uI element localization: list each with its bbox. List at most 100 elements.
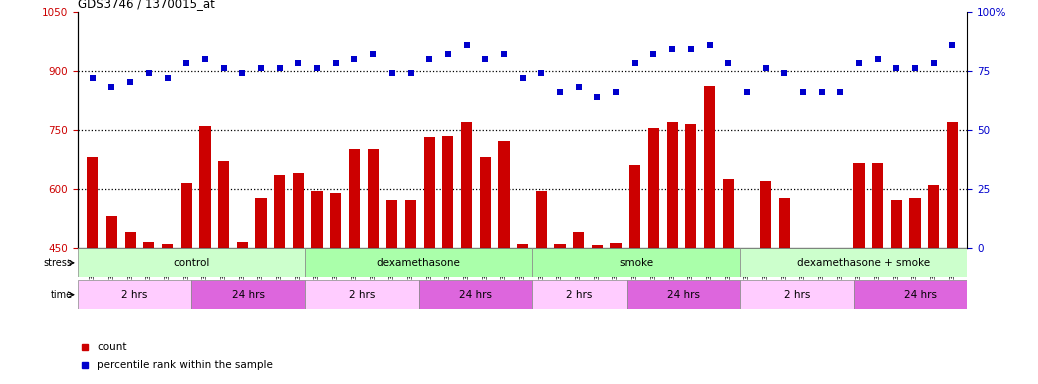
Bar — [816, 248, 827, 384]
Point — [402, 70, 418, 76]
Bar — [305, 280, 418, 309]
Point — [627, 60, 644, 66]
Point — [439, 51, 456, 57]
Text: dexamethasone: dexamethasone — [377, 258, 461, 268]
Bar — [191, 280, 305, 309]
Bar — [78, 248, 305, 277]
Point — [346, 56, 362, 62]
Bar — [928, 185, 939, 384]
Point — [476, 56, 493, 62]
Bar — [517, 244, 528, 384]
Point — [84, 74, 101, 81]
Point — [814, 89, 830, 95]
Bar — [349, 149, 360, 384]
Bar — [853, 163, 865, 384]
Point — [926, 60, 943, 66]
Bar — [891, 200, 902, 384]
Bar — [704, 86, 715, 384]
Bar — [442, 136, 454, 384]
Bar — [78, 280, 191, 309]
Bar — [498, 141, 510, 384]
Point — [571, 84, 588, 90]
Point — [776, 70, 793, 76]
Bar — [909, 199, 921, 384]
Bar — [274, 175, 285, 384]
Point — [458, 41, 474, 48]
Point — [420, 56, 437, 62]
Point — [795, 89, 812, 95]
Point — [495, 51, 512, 57]
Point — [196, 56, 213, 62]
Bar — [106, 216, 117, 384]
Point — [271, 65, 288, 71]
Bar — [218, 161, 229, 384]
Point — [646, 51, 662, 57]
Point — [907, 65, 924, 71]
Bar — [293, 173, 304, 384]
Bar — [629, 165, 640, 384]
Point — [720, 60, 737, 66]
Point — [103, 84, 119, 90]
Bar — [143, 242, 155, 384]
Bar — [610, 243, 622, 384]
Bar — [199, 126, 211, 384]
Bar — [740, 248, 986, 277]
Bar — [405, 200, 416, 384]
Point — [327, 60, 344, 66]
Bar — [305, 248, 532, 277]
Point — [739, 89, 756, 95]
Bar — [854, 280, 986, 309]
Text: 24 hrs: 24 hrs — [231, 290, 265, 300]
Bar — [480, 157, 491, 384]
Bar — [418, 280, 532, 309]
Point — [290, 60, 306, 66]
Point — [140, 70, 157, 76]
Bar — [181, 183, 192, 384]
Point — [364, 51, 381, 57]
Bar — [87, 157, 99, 384]
Text: control: control — [173, 258, 210, 268]
Point — [121, 79, 138, 86]
Text: smoke: smoke — [619, 258, 653, 268]
Bar — [685, 124, 696, 384]
Bar — [554, 244, 566, 384]
Bar — [330, 192, 342, 384]
Bar — [592, 245, 603, 384]
Bar — [255, 199, 267, 384]
Bar — [666, 122, 678, 384]
Bar — [835, 248, 846, 384]
Text: count: count — [98, 342, 127, 352]
Bar — [627, 280, 740, 309]
Point — [832, 89, 849, 95]
Bar — [740, 280, 854, 309]
Bar — [722, 179, 734, 384]
Point — [870, 56, 886, 62]
Point — [252, 65, 269, 71]
Text: 2 hrs: 2 hrs — [349, 290, 375, 300]
Point — [234, 70, 250, 76]
Bar — [125, 232, 136, 384]
Bar — [386, 200, 398, 384]
Bar — [947, 122, 958, 384]
Text: dexamethasone + smoke: dexamethasone + smoke — [797, 258, 930, 268]
Point — [664, 46, 681, 52]
Bar — [797, 248, 809, 384]
Bar — [162, 244, 173, 384]
Bar — [536, 190, 547, 384]
Point — [383, 70, 400, 76]
Bar — [872, 163, 883, 384]
Text: 2 hrs: 2 hrs — [121, 290, 147, 300]
Text: percentile rank within the sample: percentile rank within the sample — [98, 360, 273, 370]
Bar — [367, 149, 379, 384]
Text: time: time — [51, 290, 73, 300]
Point — [683, 46, 700, 52]
Text: 2 hrs: 2 hrs — [566, 290, 593, 300]
Point — [889, 65, 905, 71]
Text: GDS3746 / 1370015_at: GDS3746 / 1370015_at — [78, 0, 215, 10]
Text: 24 hrs: 24 hrs — [904, 290, 936, 300]
Bar — [532, 248, 740, 277]
Bar — [573, 232, 584, 384]
Bar — [237, 242, 248, 384]
Bar — [778, 199, 790, 384]
Point — [514, 74, 530, 81]
